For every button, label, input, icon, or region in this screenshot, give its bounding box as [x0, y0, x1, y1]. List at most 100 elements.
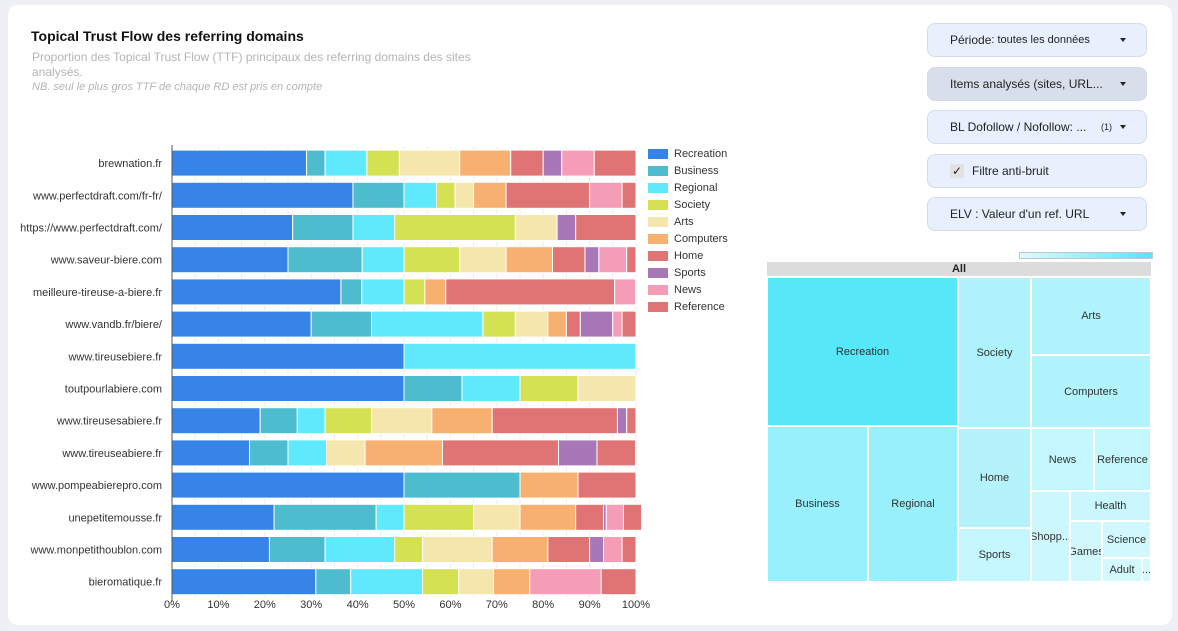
bar-segment-reference[interactable]: [621, 536, 637, 563]
bar-segment-arts[interactable]: [577, 375, 637, 402]
bar-segment-news[interactable]: [589, 181, 623, 209]
bar-segment-home[interactable]: [547, 536, 591, 563]
treemap-cell-reference[interactable]: Reference: [1094, 428, 1151, 491]
bar-segment-home[interactable]: [491, 407, 618, 435]
bar-segment-regional[interactable]: [361, 278, 405, 306]
bar-segment-home[interactable]: [575, 503, 605, 531]
bar-segment-recreation[interactable]: [171, 568, 317, 596]
bar-segment-sports[interactable]: [579, 310, 614, 338]
bar-segment-recreation[interactable]: [171, 246, 289, 274]
treemap-cell-computers[interactable]: Computers: [1031, 355, 1151, 428]
bar-segment-news[interactable]: [605, 503, 624, 531]
bar-segment-society[interactable]: [482, 310, 516, 338]
bar-segment-regional[interactable]: [375, 503, 405, 531]
bar-segment-recreation[interactable]: [171, 149, 308, 177]
bar-segment-recreation[interactable]: [171, 214, 294, 241]
bar-segment-news[interactable]: [614, 278, 637, 306]
bar-segment-computers[interactable]: [519, 503, 577, 531]
filtre-anti-bruit-toggle[interactable]: ✓ Filtre anti-bruit: [927, 154, 1147, 188]
checkbox-checked-icon[interactable]: ✓: [950, 164, 964, 178]
bar-segment-arts[interactable]: [398, 149, 461, 177]
bar-segment-regional[interactable]: [371, 310, 484, 338]
bar-segment-home[interactable]: [442, 439, 560, 467]
legend-item-home[interactable]: Home: [648, 247, 728, 264]
bar-segment-society[interactable]: [519, 375, 579, 402]
bar-segment-home[interactable]: [445, 278, 616, 306]
bar-segment-sports[interactable]: [589, 536, 605, 563]
bar-segment-news[interactable]: [529, 568, 602, 596]
bar-segment-business[interactable]: [403, 375, 463, 402]
bar-segment-regional[interactable]: [296, 407, 326, 435]
bar-segment-regional[interactable]: [324, 536, 396, 563]
bar-segment-computers[interactable]: [431, 407, 493, 435]
bar-segment-computers[interactable]: [493, 568, 531, 596]
bar-segment-computers[interactable]: [547, 310, 567, 338]
bar-segment-business[interactable]: [306, 149, 326, 177]
bar-segment-sports[interactable]: [556, 214, 577, 241]
bar-segment-recreation[interactable]: [171, 503, 275, 531]
treemap-cell-health[interactable]: Health: [1070, 491, 1151, 521]
bar-segment-arts[interactable]: [371, 407, 433, 435]
bar-segment-recreation[interactable]: [171, 310, 312, 338]
treemap-cell-adult[interactable]: Adult: [1102, 558, 1142, 582]
treemap-cell-shopp[interactable]: Shopp...: [1031, 491, 1070, 582]
bar-segment-recreation[interactable]: [171, 471, 405, 499]
bar-segment-regional[interactable]: [461, 375, 521, 402]
treemap-cell-games[interactable]: Games: [1070, 521, 1102, 582]
treemap-cell-home[interactable]: Home: [958, 428, 1031, 528]
legend-item-sports[interactable]: Sports: [648, 264, 728, 281]
bar-segment-home[interactable]: [510, 149, 544, 177]
bar-segment-society[interactable]: [403, 278, 426, 306]
bar-segment-reference[interactable]: [622, 503, 643, 531]
bar-segment-business[interactable]: [340, 278, 363, 306]
bar-segment-society[interactable]: [403, 246, 461, 274]
bar-segment-business[interactable]: [403, 471, 521, 499]
bar-segment-arts[interactable]: [326, 439, 366, 467]
bar-segment-arts[interactable]: [473, 503, 521, 531]
treemap-cell-recreation[interactable]: Recreation: [767, 277, 958, 426]
legend-item-business[interactable]: Business: [648, 162, 728, 179]
bar-segment-home[interactable]: [551, 246, 586, 274]
bar-segment-recreation[interactable]: [171, 342, 405, 370]
bar-segment-computers[interactable]: [519, 471, 579, 499]
bar-segment-regional[interactable]: [287, 439, 328, 467]
bar-segment-home[interactable]: [565, 310, 581, 338]
bar-segment-reference[interactable]: [626, 246, 637, 274]
bar-segment-recreation[interactable]: [171, 375, 405, 402]
bar-segment-recreation[interactable]: [171, 181, 354, 209]
bar-segment-reference[interactable]: [621, 181, 637, 209]
bar-segment-business[interactable]: [287, 246, 363, 274]
treemap-cell-news[interactable]: News: [1031, 428, 1094, 491]
bar-segment-news[interactable]: [561, 149, 595, 177]
bar-segment-arts[interactable]: [514, 310, 549, 338]
bar-segment-society[interactable]: [324, 407, 373, 435]
legend-item-computers[interactable]: Computers: [648, 230, 728, 247]
bar-segment-regional[interactable]: [361, 246, 405, 274]
legend-item-news[interactable]: News: [648, 281, 728, 298]
bar-segment-computers[interactable]: [491, 536, 549, 563]
treemap-cell-arts[interactable]: Arts: [1031, 277, 1151, 355]
bar-segment-arts[interactable]: [514, 214, 558, 241]
legend-item-arts[interactable]: Arts: [648, 213, 728, 230]
bar-segment-sports[interactable]: [542, 149, 563, 177]
bar-segment-recreation[interactable]: [171, 439, 250, 467]
legend-item-reference[interactable]: Reference: [648, 298, 728, 315]
bar-segment-reference[interactable]: [575, 214, 637, 241]
bar-segment-news[interactable]: [612, 310, 623, 338]
bar-segment-reference[interactable]: [596, 439, 637, 467]
bar-segment-computers[interactable]: [473, 181, 507, 209]
treemap-root[interactable]: All: [767, 262, 1151, 276]
bar-segment-reference[interactable]: [600, 568, 637, 596]
bar-segment-arts[interactable]: [454, 181, 475, 209]
bar-segment-society[interactable]: [422, 568, 460, 596]
bar-segment-business[interactable]: [352, 181, 405, 209]
bar-segment-society[interactable]: [394, 536, 424, 563]
bar-segment-society[interactable]: [394, 214, 516, 241]
bar-segment-news[interactable]: [603, 536, 623, 563]
legend-item-regional[interactable]: Regional: [648, 179, 728, 196]
treemap-cell-science[interactable]: Science: [1102, 521, 1151, 558]
bar-segment-computers[interactable]: [459, 149, 512, 177]
bar-segment-recreation[interactable]: [171, 278, 342, 306]
bar-segment-arts[interactable]: [459, 246, 507, 274]
bar-segment-computers[interactable]: [424, 278, 447, 306]
